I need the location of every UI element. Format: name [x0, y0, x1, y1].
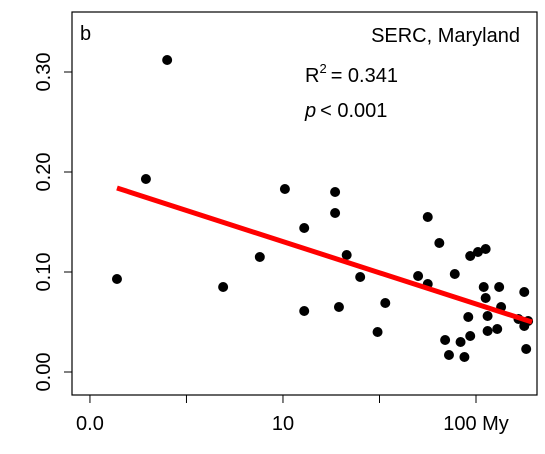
point: [478, 282, 489, 292]
point: [218, 282, 229, 292]
point: [341, 250, 352, 260]
point: [465, 251, 476, 261]
point: [465, 331, 476, 341]
y-tick-label: 0.10: [33, 253, 55, 292]
x-tick-label: 100 My: [443, 413, 509, 435]
point: [482, 311, 493, 321]
r2-sup: 2: [319, 61, 326, 76]
x-tick-label: 10: [272, 413, 294, 435]
point: [459, 352, 470, 362]
point: [372, 327, 383, 337]
point: [330, 187, 341, 197]
fit-line: [116, 185, 533, 325]
y-tick-label: 0.20: [33, 153, 55, 192]
point: [443, 350, 454, 360]
panel-label: b: [80, 23, 91, 45]
r2-label: R2 = 0.341: [305, 61, 398, 87]
point: [299, 223, 310, 233]
point: [440, 335, 451, 345]
point: [140, 174, 151, 184]
p-italic: p: [304, 100, 316, 122]
point: [111, 274, 122, 284]
point: [380, 298, 391, 308]
x-tick-label: 0.0: [76, 413, 104, 435]
y-tick-label: 0.30: [33, 53, 55, 92]
point: [279, 184, 290, 194]
r2-rest: = 0.341: [331, 65, 398, 87]
point: [162, 55, 173, 65]
point: [494, 282, 505, 292]
point: [463, 312, 474, 322]
point: [480, 293, 491, 303]
point: [299, 306, 310, 316]
p-rest: < 0.001: [320, 100, 387, 122]
point: [480, 244, 491, 254]
point: [455, 337, 466, 347]
point: [519, 287, 530, 297]
plot-frame: [71, 11, 538, 396]
site-label: SERC, Maryland: [371, 25, 520, 47]
point: [492, 324, 503, 334]
point: [422, 212, 433, 222]
y-tick-label: 0.00: [33, 353, 55, 392]
point: [355, 272, 366, 282]
point: [333, 302, 344, 312]
r2-base: R: [305, 65, 319, 87]
point: [482, 326, 493, 336]
point: [254, 252, 265, 262]
point: [521, 344, 532, 354]
point: [434, 238, 445, 248]
p-label: p < 0.001: [304, 100, 387, 122]
point: [449, 269, 460, 279]
point: [330, 208, 341, 218]
point: [413, 271, 424, 281]
point: [472, 247, 483, 257]
